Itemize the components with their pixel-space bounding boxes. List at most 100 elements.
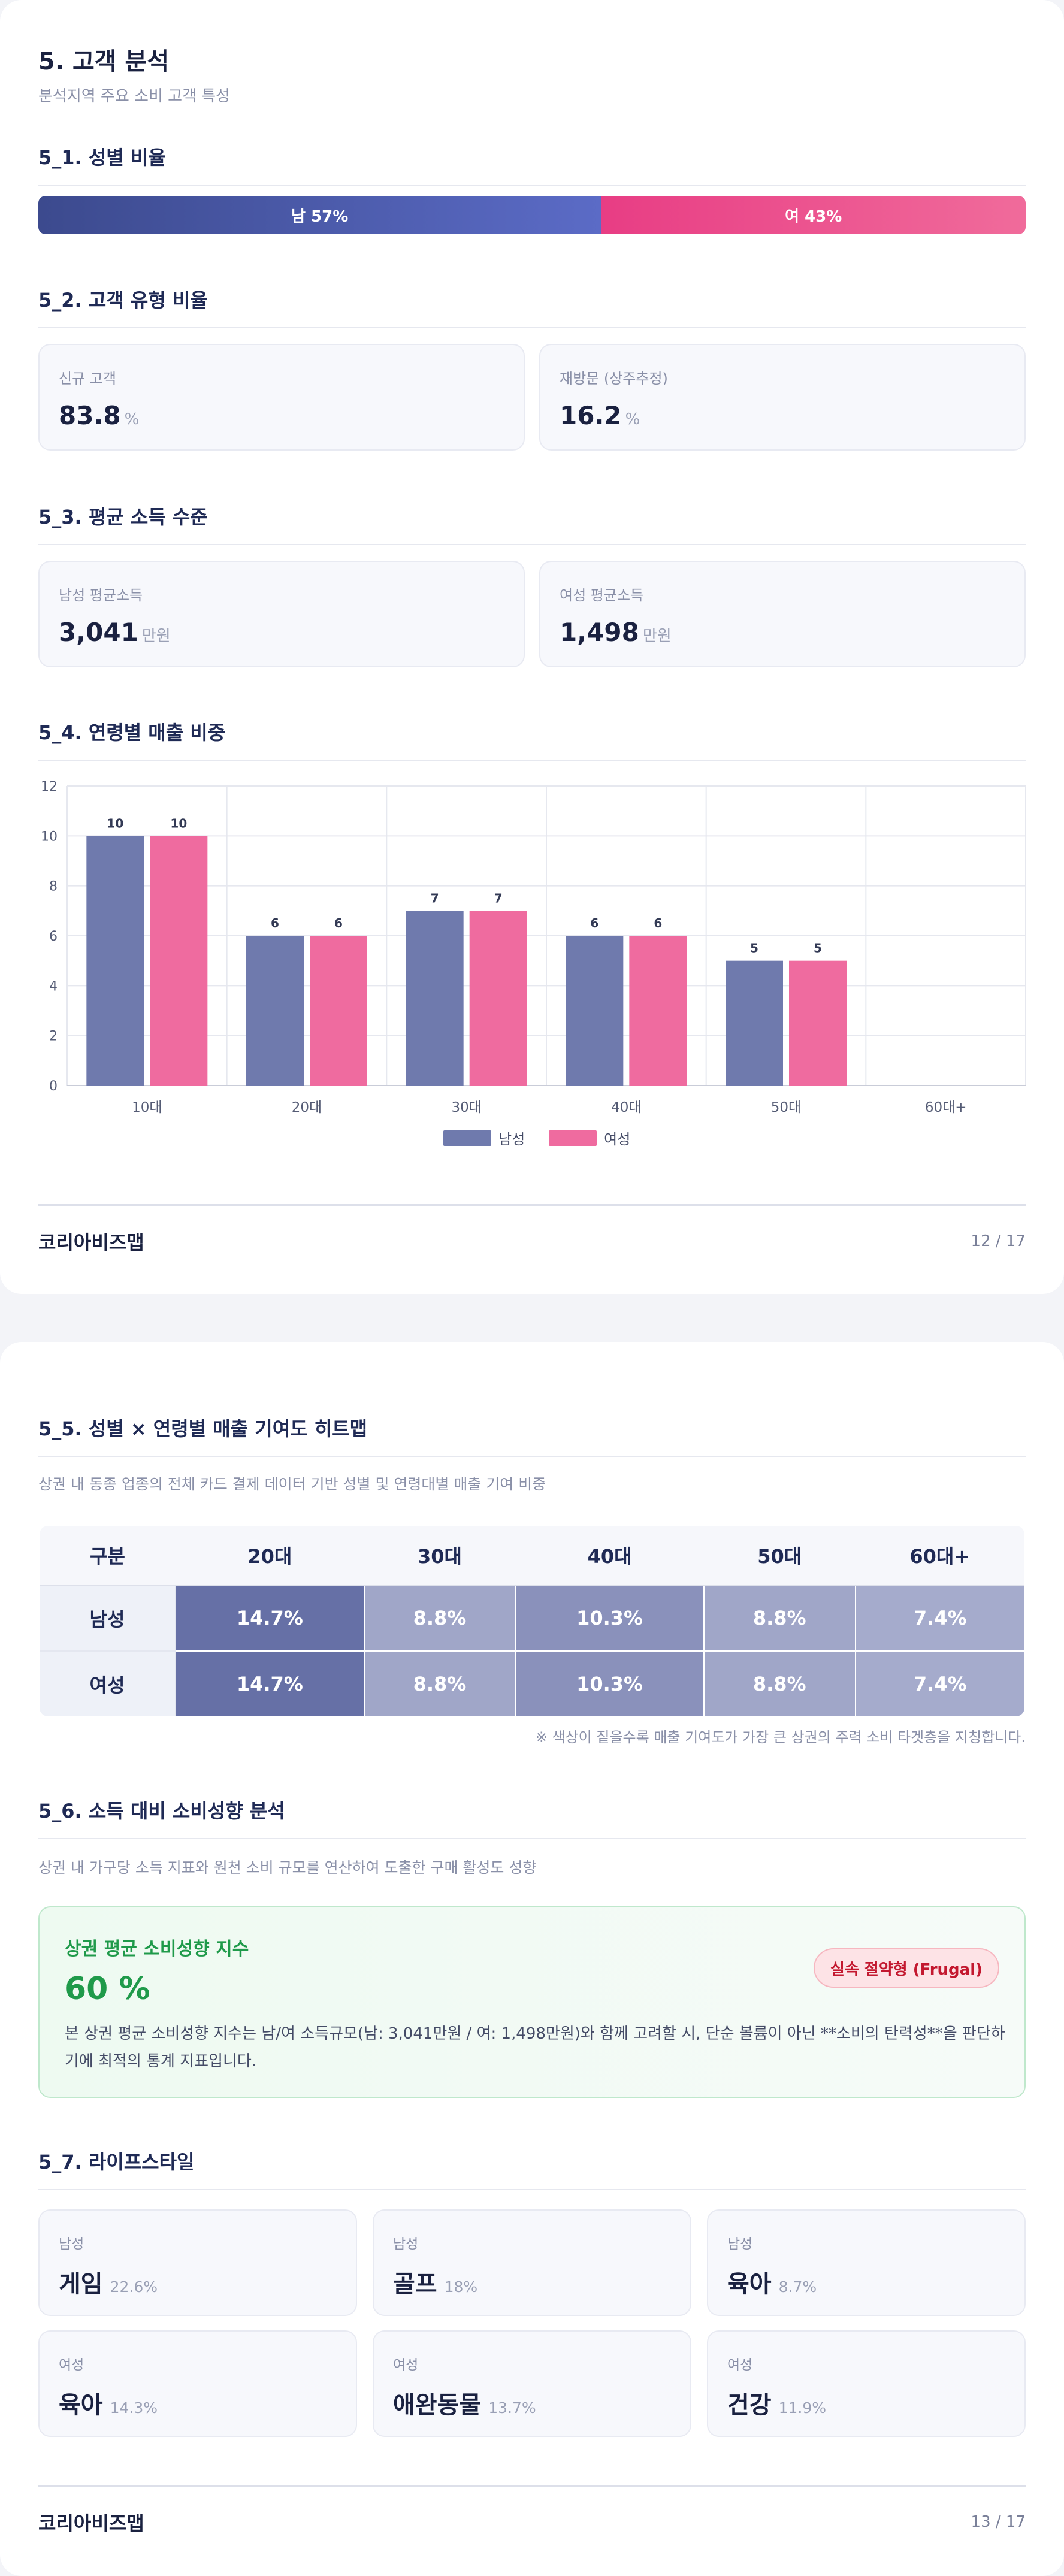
section-desc-spending: 상권 내 가구당 소득 지표와 원천 소비 규모를 연산하여 도출한 구매 활성… (38, 1859, 537, 1876)
bar-male (246, 936, 304, 1086)
bar-value-label: 5 (750, 941, 758, 956)
spending-index-title: 상권 평균 소비성향 지수 (65, 1939, 249, 1960)
bar-female (629, 936, 687, 1086)
lifestyle-card: 남성 골프 18% (373, 2209, 691, 2316)
bar-value-label: 6 (654, 916, 662, 930)
x-tick-label: 40대 (611, 1100, 641, 1115)
gender-bar-female: 여 43% (601, 196, 1026, 234)
y-tick-label: 12 (41, 779, 58, 794)
heatmap-cell: 10.3% (515, 1650, 705, 1716)
heatmap-table: 구분 20대 30대 40대 50대 60대+ 남성 14.7% 8.8% 10… (38, 1525, 1026, 1718)
bar-value-label: 10 (107, 816, 123, 830)
gender-ratio-bar: 남 57% 여 43% (38, 196, 1026, 234)
legend-swatch-male (443, 1130, 491, 1146)
stat-card-male-income: 남성 평균소득 3,041 만원 (38, 561, 525, 667)
section-desc-heatmap: 상권 내 동종 업종의 전체 카드 결제 데이터 기반 성별 및 연령대별 매출… (38, 1476, 546, 1493)
lifestyle-name: 육아 (727, 2270, 772, 2298)
stat-card-returning-customers: 재방문 (상주추정) 16.2 % (539, 344, 1026, 451)
lifestyle-name: 육아 (59, 2391, 103, 2419)
bar-male (726, 960, 783, 1086)
stat-unit: 만원 (141, 627, 171, 645)
lifestyle-gender: 남성 (727, 2236, 753, 2252)
stat-card-female-income: 여성 평균소득 1,498 만원 (539, 561, 1026, 667)
heatmap-col-header: 40대 (515, 1526, 704, 1586)
stat-label: 여성 평균소득 (560, 587, 644, 604)
bar-female (150, 836, 208, 1086)
spending-type-badge: 실속 절약형 (Frugal) (814, 1948, 999, 1988)
section-title-spending: 5_6. 소득 대비 소비성향 분석 (38, 1796, 1026, 1839)
legend-item-female: 여성 (549, 1127, 630, 1148)
stat-value: 16.2 (560, 401, 622, 430)
lifestyle-card: 남성 게임 22.6% (38, 2209, 357, 2316)
chart-legend: 남성 여성 (443, 1127, 630, 1148)
bar-male (406, 911, 464, 1086)
y-tick-label: 4 (49, 979, 58, 994)
section-title-customer-type: 5_2. 고객 유형 비율 (38, 285, 1026, 328)
legend-label: 남성 (498, 1131, 525, 1148)
lifestyle-percent: 14.3% (110, 2399, 158, 2417)
bar-value-label: 6 (334, 916, 343, 930)
spending-index-description: 본 상권 평균 소비성향 지수는 남/여 소득규모(남: 3,041만원 / 여… (65, 2025, 1005, 2070)
stat-value: 3,041 (59, 618, 138, 647)
heatmap-header-row: 구분 20대 30대 40대 50대 60대+ (40, 1526, 1024, 1586)
heatmap-col-header: 30대 (364, 1526, 516, 1586)
x-tick-label: 10대 (132, 1100, 162, 1115)
stat-value: 1,498 (560, 618, 639, 647)
legend-label: 여성 (604, 1131, 631, 1148)
lifestyle-percent: 11.9% (778, 2399, 827, 2417)
lifestyle-gender: 남성 (393, 2236, 419, 2252)
stat-unit: % (124, 410, 140, 428)
bar-male (86, 836, 144, 1086)
y-tick-label: 2 (49, 1029, 58, 1044)
heatmap-row-female: 여성 14.7% 8.8% 10.3% 8.8% 7.4% (40, 1650, 1024, 1716)
heatmap-col-header: 60대+ (855, 1526, 1024, 1586)
page-subtitle: 분석지역 주요 소비 고객 특성 (38, 87, 231, 105)
heatmap-row-header: 남성 (40, 1585, 176, 1652)
heatmap-cell: 14.7% (175, 1585, 365, 1652)
y-tick-label: 8 (49, 879, 58, 894)
lifestyle-gender: 남성 (59, 2236, 84, 2252)
lifestyle-card: 남성 육아 8.7% (707, 2209, 1026, 2316)
gender-bar-male: 남 57% (38, 196, 601, 234)
lifestyle-percent: 8.7% (778, 2278, 817, 2296)
report-page-12: 5. 고객 분석 분석지역 주요 소비 고객 특성 5_1. 성별 비율 남 5… (0, 0, 1064, 1294)
bar-female (310, 936, 367, 1086)
y-tick-label: 10 (41, 829, 58, 844)
bar-value-label: 7 (494, 891, 503, 905)
section-title-lifestyle: 5_7. 라이프스타일 (38, 2147, 1026, 2190)
heatmap-cell: 7.4% (854, 1585, 1024, 1652)
page-footer: 코리아비즈맵 12 / 17 (38, 1204, 1026, 1255)
heatmap-cell: 10.3% (515, 1585, 705, 1652)
stat-label: 남성 평균소득 (59, 587, 143, 604)
lifestyle-percent: 18% (444, 2278, 478, 2296)
bar-female (469, 911, 527, 1086)
y-tick-label: 6 (49, 929, 58, 944)
y-tick-label: 0 (49, 1079, 58, 1094)
bar-value-label: 7 (431, 891, 439, 905)
stat-label: 신규 고객 (59, 370, 116, 387)
stat-value: 83.8 (59, 401, 121, 430)
bar-value-label: 6 (271, 916, 279, 930)
heatmap-cell: 8.8% (363, 1650, 516, 1716)
x-tick-label: 50대 (771, 1100, 801, 1115)
heatmap-row-header: 여성 (40, 1650, 176, 1716)
heatmap-cell: 7.4% (854, 1650, 1024, 1716)
lifestyle-name: 건강 (727, 2391, 772, 2419)
section-title-income: 5_3. 평균 소득 수준 (38, 502, 1026, 545)
stat-label: 재방문 (상주추정) (560, 370, 668, 387)
page-footer: 코리아비즈맵 13 / 17 (38, 2485, 1026, 2536)
heatmap-cell: 8.8% (363, 1585, 516, 1652)
x-tick-label: 20대 (292, 1100, 322, 1115)
spending-index-card: 상권 평균 소비성향 지수 60 % 실속 절약형 (Frugal) 본 상권 … (38, 1906, 1026, 2098)
lifestyle-percent: 22.6% (110, 2278, 158, 2296)
lifestyle-name: 애완동물 (393, 2391, 482, 2419)
lifestyle-card: 여성 애완동물 13.7% (373, 2330, 691, 2437)
legend-swatch-female (549, 1130, 597, 1146)
heatmap-col-header: 20대 (176, 1526, 364, 1586)
lifestyle-card: 여성 육아 14.3% (38, 2330, 357, 2437)
age-sales-bar-chart: 0 2 4 6 8 10 12 10 10 10대 6 6 20대 7 7 30대 6 6 40대 5 5 50대 60대+ (41, 779, 1026, 1115)
bar-value-label: 10 (170, 816, 187, 830)
bar-value-label: 6 (590, 916, 598, 930)
lifestyle-percent: 13.7% (488, 2399, 536, 2417)
lifestyle-name: 골프 (393, 2270, 437, 2298)
